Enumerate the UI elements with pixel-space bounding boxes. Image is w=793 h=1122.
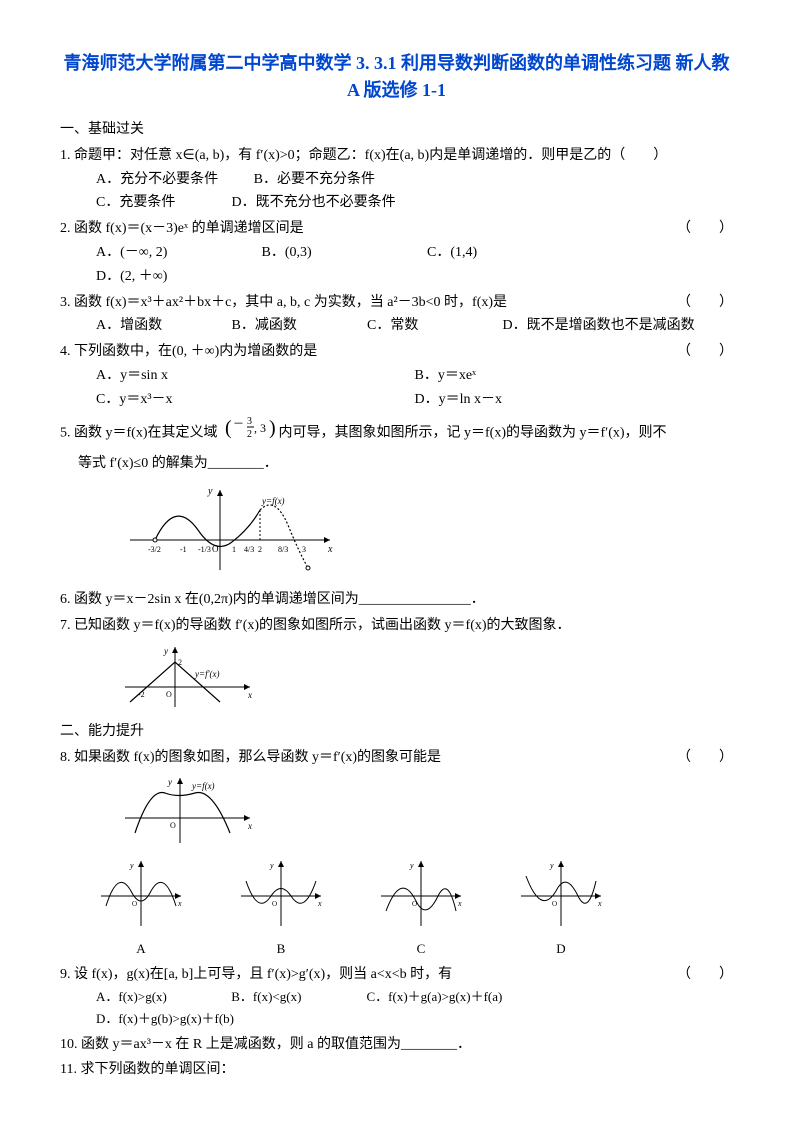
svg-text:y: y [167, 777, 172, 787]
domain-bracket-icon: ( － 3 2 , 3 ) [221, 414, 275, 444]
q8-main-graph: x y O y=f(x) [120, 773, 733, 848]
q2-opt-d: D．(2, ＋∞) [96, 265, 226, 289]
question-3: 3. 函数 f(x)＝x³＋ax²＋bx＋c，其中 a, b, c 为实数，当 … [60, 291, 733, 339]
q1-opt-a: A．充分不必要条件 [96, 168, 218, 192]
svg-text:-3/2: -3/2 [148, 545, 161, 554]
question-6: 6. 函数 y＝x－2sin x 在(0,2π)内的单调递增区间为_______… [60, 588, 733, 612]
question-9: 9. 设 f(x)，g(x)在[a, b]上可导，且 f′(x)>g′(x)，则… [60, 963, 733, 1031]
svg-text:8/3: 8/3 [278, 545, 288, 554]
q8-options-graphs: xy O A xy O B xy O C xy O [96, 856, 733, 960]
svg-text:x: x [457, 899, 462, 908]
question-4: 4. 下列函数中，在(0, ＋∞)内为增函数的是 （ ） A．y＝sin x B… [60, 340, 733, 411]
q8-graph-a: xy O A [96, 856, 186, 960]
q4-opt-c: C．y＝x³－x [96, 388, 415, 412]
q8-graph-d: xy O D [516, 856, 606, 960]
q8-text: 8. 如果函数 f(x)的图象如图，那么导函数 y＝f′(x)的图象可能是 [60, 750, 441, 765]
svg-text:2: 2 [178, 658, 182, 667]
svg-text:O: O [272, 900, 277, 908]
svg-text:2: 2 [258, 545, 262, 554]
q5-graph: x y O -3/2 -1 -1/3 1 4/3 2 8/3 3 y=f(x) [120, 480, 733, 580]
section-1-heading: 一、基础过关 [60, 118, 733, 142]
svg-text:x: x [317, 899, 322, 908]
svg-text:y=f′(x): y=f′(x) [194, 669, 220, 679]
question-8: 8. 如果函数 f(x)的图象如图，那么导函数 y＝f′(x)的图象可能是 （ … [60, 746, 733, 770]
q3-paren: （ ） [677, 291, 733, 315]
question-10: 10. 函数 y＝ax³－x 在 R 上是减函数，则 a 的取值范围为_____… [60, 1033, 733, 1057]
q3-opt-c: C．常数 [367, 314, 467, 338]
q4-opt-d: D．y＝ln x－x [415, 388, 734, 412]
svg-text:, 3: , 3 [254, 421, 266, 435]
svg-text:－: － [233, 418, 244, 430]
q9-opt-d: D．f(x)＋g(b)>g(x)＋f(b) [96, 1008, 256, 1030]
q1-opt-c: C．充要条件 [96, 191, 196, 215]
svg-text:1: 1 [232, 545, 236, 554]
question-7: 7. 已知函数 y＝f(x)的导函数 f′(x)的图象如图所示，试画出函数 y＝… [60, 614, 733, 638]
q1-opt-d: D．既不充分也不必要条件 [232, 191, 396, 215]
svg-text:O: O [170, 821, 176, 830]
svg-text:x: x [177, 899, 182, 908]
q1-opt-b: B．必要不充分条件 [254, 168, 375, 192]
q2-opt-c: C．(1,4) [427, 241, 557, 265]
svg-text:y=f(x): y=f(x) [191, 781, 215, 791]
svg-text:O: O [132, 900, 137, 908]
section-2-heading: 二、能力提升 [60, 720, 733, 744]
svg-text:): ) [269, 417, 275, 439]
svg-text:O: O [552, 900, 557, 908]
svg-text:-1/3: -1/3 [198, 545, 211, 554]
q3-opt-a: A．增函数 [96, 314, 196, 338]
svg-text:y: y [269, 861, 274, 870]
svg-text:x: x [247, 690, 252, 700]
q5-text2: 内可导，其图象如图所示，记 y＝f(x)的导函数为 y＝f′(x)，则不 [279, 425, 667, 440]
q9-text: 9. 设 f(x)，g(x)在[a, b]上可导，且 f′(x)>g′(x)，则… [60, 967, 452, 982]
q8-graph-c: xy O C [376, 856, 466, 960]
svg-text:x: x [247, 821, 252, 831]
q4-opt-b: B．y＝xeˣ [415, 364, 734, 388]
svg-text:x: x [327, 544, 333, 555]
q4-text: 4. 下列函数中，在(0, ＋∞)内为增函数的是 [60, 344, 317, 359]
svg-text:y: y [549, 861, 554, 870]
svg-text:-1: -1 [180, 545, 187, 554]
q8-graph-b: xy O B [236, 856, 326, 960]
q4-paren: （ ） [677, 340, 733, 364]
q7-graph: x y O -2 2 y=f′(x) [120, 642, 733, 712]
q9-paren: （ ） [677, 963, 733, 987]
svg-text:y: y [129, 861, 134, 870]
svg-text:3: 3 [302, 545, 306, 554]
question-5: 5. 函数 y＝f(x)在其定义域 ( － 3 2 , 3 ) 内可导，其图象如… [60, 414, 733, 477]
q5-text1: 5. 函数 y＝f(x)在其定义域 [60, 425, 218, 440]
svg-text:y: y [207, 486, 213, 497]
q3-opt-b: B．减函数 [232, 314, 332, 338]
svg-text:O: O [166, 690, 172, 699]
q2-text: 2. 函数 f(x)＝(x－3)eˣ 的单调递增区间是 [60, 221, 304, 236]
q4-opt-a: A．y＝sin x [96, 364, 415, 388]
svg-text:y=f(x): y=f(x) [261, 496, 285, 506]
svg-text:x: x [597, 899, 602, 908]
q9-opt-a: A．f(x)>g(x) [96, 986, 196, 1008]
question-1: 1. 命题甲：对任意 x∈(a, b)，有 f′(x)>0；命题乙：f(x)在(… [60, 144, 733, 215]
q8-paren: （ ） [677, 746, 733, 770]
svg-text:3: 3 [247, 416, 252, 427]
svg-text:-2: -2 [138, 690, 145, 699]
svg-text:(: ( [225, 417, 232, 439]
q2-paren: （ ） [677, 217, 733, 241]
q2-opt-a: A．(－∞, 2) [96, 241, 226, 265]
q2-opt-b: B．(0,3) [262, 241, 392, 265]
q9-opt-c: C．f(x)＋g(a)>g(x)＋f(a) [367, 986, 527, 1008]
svg-text:2: 2 [247, 429, 252, 440]
svg-text:y: y [409, 861, 414, 870]
svg-text:y: y [163, 646, 168, 656]
svg-text:4/3: 4/3 [244, 545, 254, 554]
q5-text3: 等式 f′(x)≤0 的解集为________． [60, 456, 278, 471]
question-11: 11. 求下列函数的单调区间： [60, 1058, 733, 1082]
page-title: 青海师范大学附属第二中学高中数学 3. 3.1 利用导数判断函数的单调性练习题 … [60, 50, 733, 104]
q3-opt-d: D．既不是增函数也不是减函数 [503, 314, 695, 338]
q3-text: 3. 函数 f(x)＝x³＋ax²＋bx＋c，其中 a, b, c 为实数，当 … [60, 295, 507, 310]
q9-opt-b: B．f(x)<g(x) [231, 986, 331, 1008]
question-2: 2. 函数 f(x)＝(x－3)eˣ 的单调递增区间是 （ ） A．(－∞, 2… [60, 217, 733, 288]
q1-text: 1. 命题甲：对任意 x∈(a, b)，有 f′(x)>0；命题乙：f(x)在(… [60, 144, 733, 168]
